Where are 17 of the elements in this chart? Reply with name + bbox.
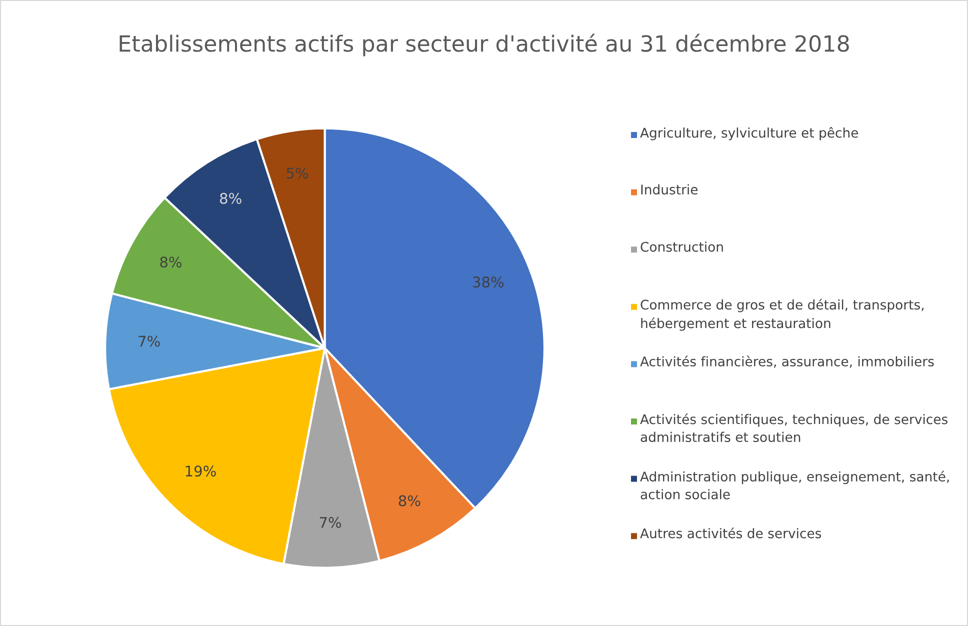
chart-title: Etablissements actifs par secteur d'activité au 31 décembre 2018 — [120, 34, 849, 56]
data-label: 38% — [473, 276, 504, 288]
data-label: 7% — [138, 336, 160, 347]
legend-label: Construction — [640, 242, 723, 252]
legend-label: Commerce de gros et de détail, transports, hébergement et restauration — [640, 298, 924, 331]
data-label: 8% — [398, 495, 420, 506]
legend-label: Activités financières, assurance, immobiliers — [640, 356, 934, 368]
data-label: 5% — [286, 168, 308, 179]
legend-label: Industrie — [641, 184, 698, 195]
data-label: 8% — [160, 256, 182, 268]
data-label: 8% — [220, 192, 242, 204]
legend-label: Administration publique, enseignement, santé, action sociale — [640, 470, 949, 500]
data-label: 19% — [186, 466, 216, 477]
legend-label: Autres activités de services — [640, 528, 822, 538]
legend-label: Activités scientifiques, techniques, de services administratifs et soutien — [640, 414, 948, 442]
data-label: 7% — [320, 516, 342, 528]
legend-label: Agriculture, sylviculture et pêche — [640, 127, 858, 140]
